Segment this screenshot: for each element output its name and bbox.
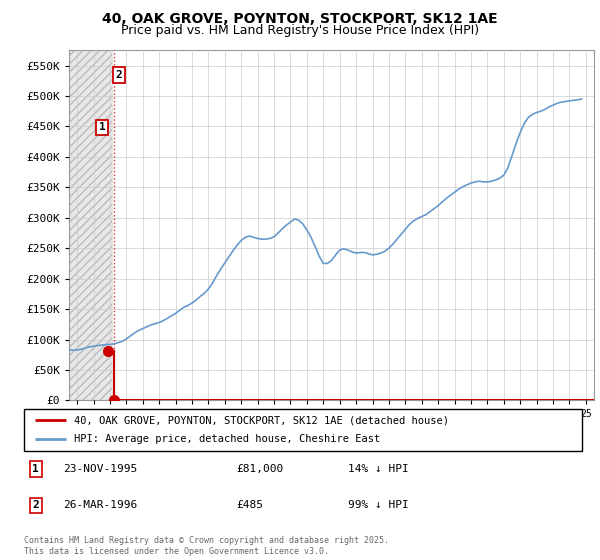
Text: 1: 1 [98, 123, 105, 132]
Text: £81,000: £81,000 [236, 464, 283, 474]
Text: 2: 2 [32, 501, 39, 510]
Text: £485: £485 [236, 501, 263, 510]
Text: 23-NOV-1995: 23-NOV-1995 [63, 464, 137, 474]
Bar [69, 50, 112, 400]
Text: 99% ↓ HPI: 99% ↓ HPI [347, 501, 409, 510]
Text: 40, OAK GROVE, POYNTON, STOCKPORT, SK12 1AE (detached house): 40, OAK GROVE, POYNTON, STOCKPORT, SK12 … [74, 415, 449, 425]
Text: 2: 2 [115, 70, 122, 80]
Bar [69, 50, 112, 400]
Text: Contains HM Land Registry data © Crown copyright and database right 2025.
This d: Contains HM Land Registry data © Crown c… [24, 536, 389, 556]
Text: 1: 1 [32, 464, 39, 474]
Text: Price paid vs. HM Land Registry's House Price Index (HPI): Price paid vs. HM Land Registry's House … [121, 24, 479, 36]
Text: 40, OAK GROVE, POYNTON, STOCKPORT, SK12 1AE: 40, OAK GROVE, POYNTON, STOCKPORT, SK12 … [102, 12, 498, 26]
Text: 26-MAR-1996: 26-MAR-1996 [63, 501, 137, 510]
Text: HPI: Average price, detached house, Cheshire East: HPI: Average price, detached house, Ches… [74, 435, 380, 445]
Text: 14% ↓ HPI: 14% ↓ HPI [347, 464, 409, 474]
